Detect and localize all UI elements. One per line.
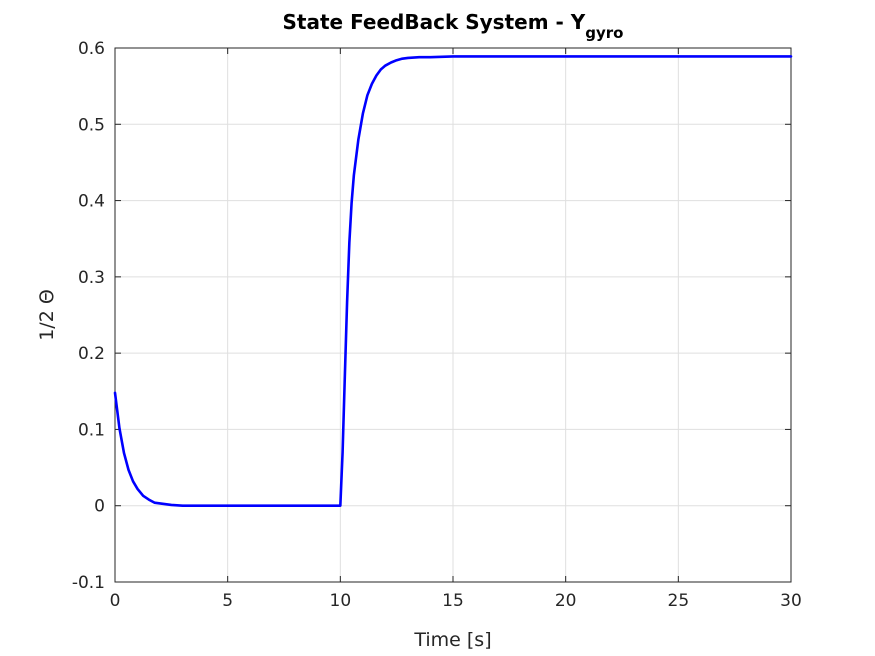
x-tick-label: 30 — [780, 591, 802, 611]
x-tick-label: 15 — [442, 591, 464, 611]
x-tick-label: 5 — [222, 591, 233, 611]
y-axis-label: 1/2 Θ — [36, 289, 58, 341]
y-tick-label: 0.4 — [78, 192, 105, 212]
series-group — [113, 55, 793, 508]
y-tick-label: 0.3 — [78, 268, 105, 288]
y-tick-label: 0.5 — [78, 115, 105, 135]
x-axis-label: Time [s] — [413, 629, 491, 651]
y-tick-label: -0.1 — [72, 573, 105, 593]
y-tick-label: 0.2 — [78, 344, 105, 364]
y-tick-label: 0.6 — [78, 39, 105, 59]
chart-title-subscript: gyro — [585, 24, 623, 42]
ticks: 0 5 10 15 20 25 30-0.100.10.20.30.40.50.6 — [72, 39, 802, 611]
y-tick-label: 0.1 — [78, 420, 105, 440]
series-line-0 — [113, 55, 793, 508]
x-tick-label: 10 — [330, 591, 352, 611]
chart-title-main: State FeedBack System - Y — [283, 10, 586, 34]
y-tick-label: 0 — [94, 497, 105, 517]
x-tick-label: 20 — [555, 591, 577, 611]
chart-title: State FeedBack System - Ygyro — [283, 10, 624, 42]
x-tick-label: 0 — [110, 591, 121, 611]
x-tick-label: 25 — [668, 591, 690, 611]
